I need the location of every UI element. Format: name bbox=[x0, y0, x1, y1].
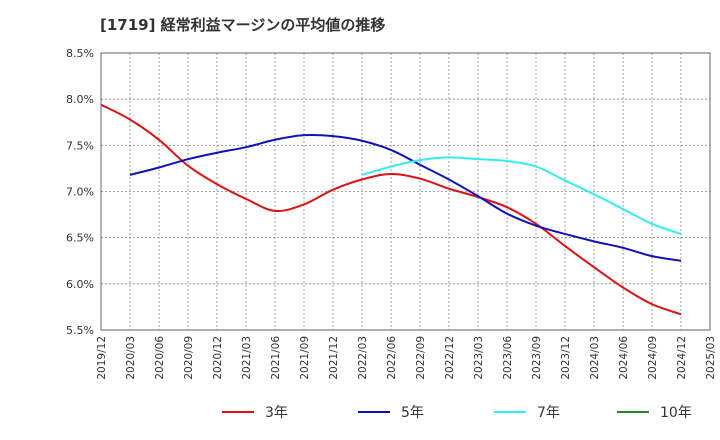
x-tick-label: 2022/06 bbox=[386, 336, 398, 380]
x-tick-label: 2023/09 bbox=[531, 336, 543, 380]
series-layer bbox=[100, 103, 682, 316]
legend-label: 3年 bbox=[265, 405, 288, 421]
x-tick-label: 2020/06 bbox=[154, 336, 166, 380]
series-line bbox=[129, 133, 682, 262]
y-tick-label: 6.0% bbox=[66, 278, 94, 291]
x-tick-label: 2022/03 bbox=[357, 336, 369, 380]
x-tick-label: 2020/12 bbox=[212, 336, 224, 380]
plot-frame bbox=[100, 52, 711, 331]
x-tick-label: 2024/09 bbox=[647, 336, 659, 380]
x-tick-label: 2024/06 bbox=[618, 336, 630, 380]
x-axis-ticks: 2019/12 2020/03 2020/06 2020/09 2020/12 2021/… bbox=[96, 336, 717, 380]
x-tick-label: 2023/12 bbox=[560, 336, 572, 380]
x-tick-label: 2019/12 bbox=[96, 336, 108, 380]
y-tick-label: 7.5% bbox=[66, 139, 94, 152]
series-line bbox=[361, 156, 682, 235]
legend-label: 10年 bbox=[660, 405, 692, 421]
x-tick-label: 2024/12 bbox=[676, 336, 688, 380]
y-tick-label: 8.5% bbox=[66, 47, 94, 60]
x-tick-label: 2021/12 bbox=[328, 336, 340, 380]
legend: 3年 5年 7年 10年 bbox=[222, 405, 692, 421]
y-tick-label: 5.5% bbox=[66, 324, 94, 337]
y-tick-label: 8.0% bbox=[66, 93, 94, 106]
legend-label: 5年 bbox=[401, 405, 424, 421]
y-tick-label: 6.5% bbox=[66, 232, 94, 245]
y-tick-label: 7.0% bbox=[66, 186, 94, 199]
x-tick-label: 2020/09 bbox=[183, 336, 195, 380]
x-tick-label: 2021/03 bbox=[241, 336, 253, 380]
x-tick-label: 2023/03 bbox=[473, 336, 485, 380]
x-tick-label: 2025/03 bbox=[705, 336, 717, 380]
x-tick-label: 2023/06 bbox=[502, 336, 514, 380]
x-tick-label: 2022/12 bbox=[444, 336, 456, 380]
x-tick-label: 2021/06 bbox=[270, 336, 282, 380]
chart-title: [1719] 経常利益マージンの平均値の推移 bbox=[100, 16, 386, 34]
legend-label: 7年 bbox=[537, 405, 560, 421]
x-tick-label: 2020/03 bbox=[125, 336, 137, 380]
series-line bbox=[100, 103, 682, 316]
x-tick-label: 2022/09 bbox=[415, 336, 427, 380]
grid-layer bbox=[100, 52, 711, 331]
x-tick-label: 2024/03 bbox=[589, 336, 601, 380]
x-tick-label: 2021/09 bbox=[299, 336, 311, 380]
y-axis-ticks: 5.5% 6.0% 6.5% 7.0% 7.5% 8.0% 8.5% bbox=[66, 47, 94, 337]
